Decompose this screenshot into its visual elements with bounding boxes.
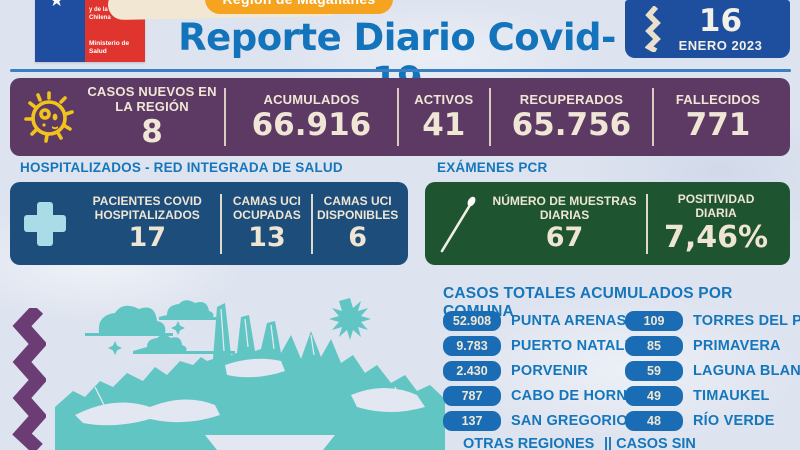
comuna-name: RÍO VERDE [693,413,775,429]
comuna-row: 2.430 PORVENIR [443,361,648,381]
comuna-count-pill: 137 [443,411,501,431]
stat-divider [311,193,314,254]
comuna-name: PORVENIR [511,363,589,379]
stat-value: 6 [348,221,368,253]
logo-ministry-text: Ministerio de Salud [89,39,130,55]
stat-camas-uci-disponibles: CAMAS UCI DISPONIBLES 6 [313,194,402,253]
stat-label: CASOS NUEVOS EN LA REGIÓN [87,84,217,115]
date-day: 16 [698,2,743,39]
pcr-stats-box: NÚMERO DE MUESTRAS DIARIAS 67 POSITIVIDA… [425,182,790,265]
date-month-year: ENERO 2023 [678,37,763,53]
pcr-swab-icon [431,189,483,259]
comuna-row: 48 RÍO VERDE [625,411,800,431]
otras-regiones-label: OTRAS REGIONES [463,436,595,450]
stat-value: 17 [128,221,167,253]
stat-positividad-diaria: POSITIVIDAD DIARIA 7,46% [648,193,784,253]
comuna-count-pill: 2.430 [443,361,501,381]
stat-divider [220,193,223,254]
stat-value: 771 [685,106,751,143]
stat-value: 13 [248,221,286,253]
comuna-name: LAGUNA BLANCA [693,363,800,379]
comunas-column-right: 109 TORRES DEL PAINE 85 PRIMAVERA 59 LAG… [625,311,800,436]
stat-value: 8 [141,114,163,151]
hospitalized-stats-box: PACIENTES COVID HOSPITALIZADOS 17 CAMAS … [10,182,408,265]
stat-divider [646,193,649,254]
zigzag-ribbon-left [12,308,46,450]
stat-value: 67 [545,221,584,253]
virus-icon [18,88,80,146]
stat-recuperados: RECUPERADOS 65.756 [491,91,652,143]
torres-del-paine-illustration [55,298,445,450]
comuna-name: TIMAUKEL [693,388,770,404]
stat-label: POSITIVIDAD DIARIA [677,192,755,221]
comuna-row: 109 TORRES DEL PAINE [625,311,800,331]
stat-label: NÚMERO DE MUESTRAS DIARIAS [492,194,637,222]
comuna-name: SAN GREGORIO [511,413,628,429]
comuna-count-pill: 59 [625,361,683,381]
logo-flag-blue: ★ [35,0,85,62]
stat-casos-nuevos: CASOS NUEVOS EN LA REGIÓN 8 [80,84,224,151]
stat-label: PACIENTES COVID HOSPITALIZADOS [92,194,202,222]
hospitalized-section-header: HOSPITALIZADOS - RED INTEGRADA DE SALUD [20,160,343,175]
stat-divider [488,88,491,146]
comuna-count-pill: 9.783 [443,336,501,356]
region-banner: Región de Magallanes [205,0,393,14]
comunas-column-left: 52.908 PUNTA ARENAS 9.783 PUERTO NATALES… [443,311,648,436]
comuna-count-pill: 52.908 [443,311,501,331]
comuna-count-pill: 85 [625,336,683,356]
comuna-name: PUERTO NATALES [511,338,645,354]
stat-activos: ACTIVOS 41 [399,91,489,143]
stat-muestras-diarias: NÚMERO DE MUESTRAS DIARIAS 67 [483,194,646,253]
stat-label: ACUMULADOS [263,91,360,107]
zigzag-ribbon-date [645,6,661,52]
summary-stats-bar: CASOS NUEVOS EN LA REGIÓN 8 ACUMULADOS 6… [10,78,790,156]
stat-divider [396,88,399,146]
stat-label: FALLECIDOS [675,91,761,107]
star-icon: ★ [49,0,65,10]
stat-label: ACTIVOS [414,91,474,107]
stat-label: CAMAS UCI DISPONIBLES [316,194,399,222]
stat-value: 65.756 [511,106,632,143]
comuna-row: 787 CABO DE HORNOS [443,386,648,406]
comuna-row: 85 PRIMAVERA [625,336,800,356]
stat-divider [224,88,227,146]
comuna-count-pill: 48 [625,411,683,431]
stat-value: 66.916 [251,106,372,143]
stat-value: 41 [422,106,466,143]
comuna-count-pill: 787 [443,386,501,406]
stat-acumulados: ACUMULADOS 66.916 [226,91,397,143]
comuna-name: TORRES DEL PAINE [693,313,800,329]
comuna-name: PRIMAVERA [693,338,781,354]
stat-label: CAMAS UCI OCUPADAS [232,194,301,222]
divider-line [10,69,791,72]
comuna-count-pill: 49 [625,386,683,406]
comuna-name: CABO DE HORNOS [511,388,649,404]
comuna-row: 49 TIMAUKEL [625,386,800,406]
comuna-row: 52.908 PUNTA ARENAS [443,311,648,331]
casos-sin-notificacion-label: || CASOS SIN NOTIFICACIÓN [604,436,696,450]
comuna-row: 137 SAN GREGORIO [443,411,648,431]
date-box: 16 ENERO 2023 [625,0,790,58]
stat-value: 7,46% [664,220,769,256]
stat-camas-uci-ocupadas: CAMAS UCI OCUPADAS 13 [222,194,311,253]
comuna-row: 9.783 PUERTO NATALES [443,336,648,356]
stat-fallecidos: FALLECIDOS 771 [654,91,782,143]
stat-label: RECUPERADOS [519,91,624,107]
comuna-row: 59 LAGUNA BLANCA [625,361,800,381]
medical-cross-icon [16,199,74,249]
stat-pacientes-hospitalizados: PACIENTES COVID HOSPITALIZADOS 17 [74,194,220,253]
stat-divider [652,88,654,146]
comuna-count-pill: 109 [625,311,683,331]
pcr-section-header: EXÁMENES PCR [437,160,548,175]
comuna-name: PUNTA ARENAS [511,313,627,329]
